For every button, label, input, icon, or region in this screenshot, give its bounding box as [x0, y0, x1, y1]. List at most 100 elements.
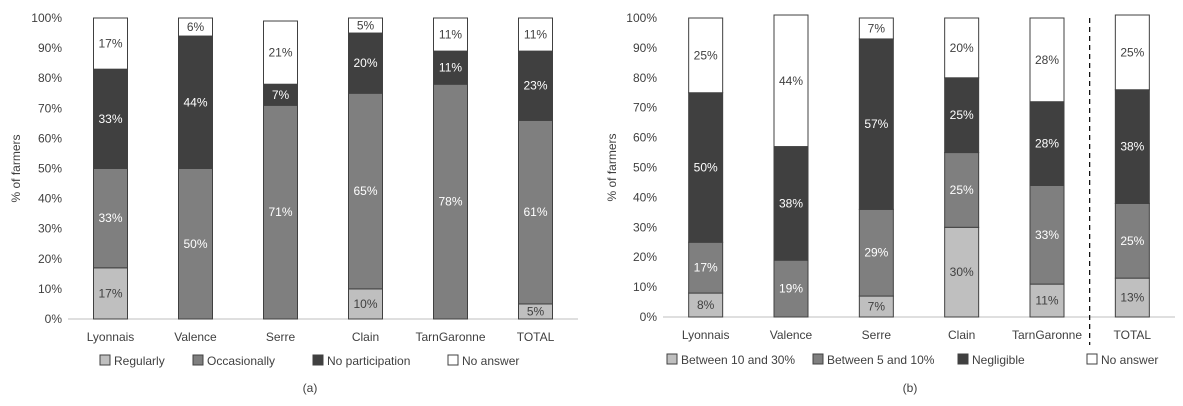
data-label: 28% [1035, 137, 1059, 151]
bar-segment [944, 152, 980, 228]
bar-segment [348, 288, 383, 320]
data-label: 38% [779, 196, 803, 210]
y-tick-label: 90% [633, 41, 657, 55]
data-label: 65% [353, 184, 377, 198]
data-label: 33% [1035, 228, 1059, 242]
x-tick-label: TarnGaronne [1012, 328, 1082, 342]
bar-segment [178, 168, 213, 320]
bar-segment [773, 259, 809, 318]
data-label: 11% [439, 61, 462, 75]
legend-swatch [99, 354, 111, 366]
y-tick-label: 60% [633, 131, 657, 145]
data-label: 11% [439, 28, 462, 42]
bar-segment [433, 17, 468, 52]
data-label: 10% [353, 297, 377, 311]
x-tick-label: TarnGaronne [415, 330, 485, 344]
legend-swatch [192, 354, 204, 366]
data-label: 17% [694, 261, 718, 275]
bar-segment [348, 17, 383, 34]
y-tick-label: 20% [633, 250, 657, 264]
y-tick-label: 10% [633, 280, 657, 294]
x-tick-label: Serre [862, 328, 892, 342]
data-label: 7% [868, 21, 886, 35]
data-label: 8% [697, 298, 715, 312]
panel-label: (b) [903, 381, 918, 395]
data-label: 57% [864, 117, 888, 131]
y-tick-label: 80% [633, 71, 657, 85]
bar-segment [1029, 184, 1065, 285]
x-tick-label: Lyonnais [87, 330, 135, 344]
x-tick-label: Lyonnais [682, 328, 730, 342]
bar-segment [944, 77, 980, 154]
data-label: 71% [268, 205, 292, 219]
y-tick-label: 70% [38, 101, 62, 115]
legend-swatch [812, 353, 824, 365]
bar-segment [348, 32, 383, 94]
data-label: 28% [1035, 53, 1059, 67]
data-label: 61% [523, 205, 547, 219]
data-label: 20% [950, 41, 974, 55]
legend-entry: Between 5 and 10% [827, 353, 935, 367]
y-tick-label: 0% [640, 310, 658, 324]
y-tick-label: 100% [626, 11, 657, 25]
legend-entry: No answer [1101, 353, 1158, 367]
data-label: 25% [1120, 234, 1144, 248]
legend-entry: Negligible [972, 353, 1025, 367]
y-tick-label: 40% [633, 190, 657, 204]
legend-entry: Regularly [114, 354, 165, 368]
bar-segment [263, 20, 298, 85]
y-tick-label: 0% [45, 312, 63, 326]
x-tick-label: Valence [770, 328, 813, 342]
data-label: 30% [950, 265, 974, 279]
y-tick-label: 30% [633, 220, 657, 234]
y-tick-label: 90% [38, 41, 62, 55]
data-label: 25% [1120, 45, 1144, 59]
y-tick-label: 10% [38, 282, 62, 296]
bar-segment [93, 168, 128, 269]
bar-segment [1029, 17, 1065, 103]
x-tick-label: TOTAL [1114, 328, 1152, 342]
legend-entry: No answer [462, 354, 519, 368]
data-label: 44% [779, 74, 803, 88]
data-label: 50% [694, 161, 718, 175]
data-label: 25% [694, 48, 718, 62]
data-label: 38% [1120, 140, 1144, 154]
bar-segment [433, 50, 468, 85]
chart-panel-b: 0% 10% 20% 30% 40% 50% 60% 70% 80% 90% 100% % of fa… [605, 11, 1175, 395]
data-label: 20% [353, 56, 377, 70]
data-label: 7% [272, 88, 290, 102]
bar-segment [1114, 89, 1150, 204]
data-label: 11% [524, 28, 547, 42]
y-tick-label: 50% [38, 162, 62, 176]
y-tick-label: 20% [38, 252, 62, 266]
bar-segment [773, 146, 809, 261]
data-label: 33% [98, 112, 122, 126]
bar-segment [688, 241, 724, 294]
chart-panel-a: 0% 10% 20% 30% 40% 50% 60% 70% 80% 90% 100% % of fa… [9, 11, 578, 395]
data-label: 78% [438, 195, 462, 209]
y-tick-label: 100% [31, 11, 62, 25]
x-tick-label: Clain [948, 328, 975, 342]
bar-segment [433, 83, 468, 320]
y-axis-label: % of farmers [605, 133, 619, 201]
data-label: 44% [183, 95, 207, 109]
y-tick-label: 60% [38, 131, 62, 145]
data-label: 25% [950, 183, 974, 197]
data-label: 50% [183, 237, 207, 251]
bar-segment [518, 119, 553, 305]
data-label: 19% [779, 282, 803, 296]
data-label: 17% [98, 286, 122, 300]
bar-segment [858, 38, 894, 210]
x-tick-label: Clain [352, 330, 379, 344]
x-tick-label: Valence [174, 330, 217, 344]
data-label: 13% [1120, 291, 1144, 305]
data-label: 29% [864, 246, 888, 260]
bar-segment [773, 14, 809, 148]
data-label: 33% [98, 211, 122, 225]
bar-segment [1029, 101, 1065, 186]
data-label: 23% [523, 79, 547, 93]
data-label: 5% [357, 19, 375, 33]
bar-segment [518, 50, 553, 121]
bar-segment [688, 92, 724, 243]
